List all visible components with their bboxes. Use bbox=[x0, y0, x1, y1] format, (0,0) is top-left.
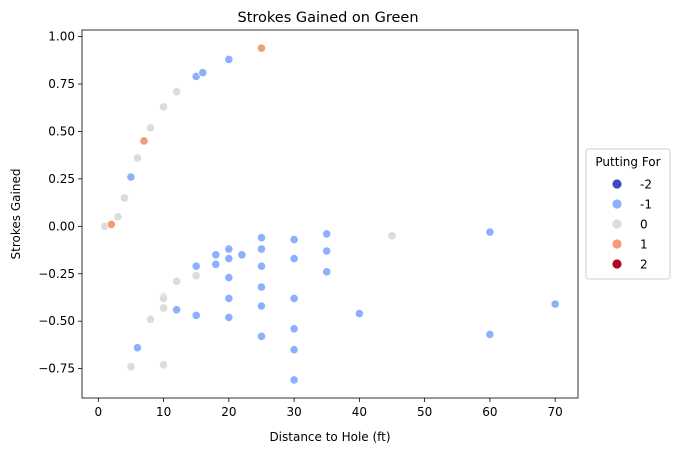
legend-marker bbox=[611, 258, 623, 270]
data-point-putting-for--1 bbox=[126, 172, 136, 182]
data-point-putting-for-1 bbox=[139, 136, 149, 146]
legend-entries: -2 -1 0 1 2 bbox=[611, 178, 652, 272]
legend-label: 1 bbox=[640, 238, 648, 252]
data-point-putting-for-0 bbox=[132, 153, 143, 163]
legend-title: Putting For bbox=[595, 155, 660, 169]
data-point-putting-for-0 bbox=[119, 193, 130, 203]
data-point-putting-for--1 bbox=[211, 259, 221, 269]
data-point-putting-for-0 bbox=[113, 212, 123, 222]
x-axis-title: Distance to Hole (ft) bbox=[269, 430, 390, 444]
data-point-putting-for--1 bbox=[224, 312, 234, 322]
data-point-putting-for--1 bbox=[256, 331, 267, 341]
y-tick-label: 0.00 bbox=[48, 219, 75, 233]
data-point-putting-for--1 bbox=[224, 293, 234, 304]
x-tick-label: 60 bbox=[482, 405, 497, 419]
data-point-putting-for--1 bbox=[256, 233, 267, 243]
data-point-putting-for--1 bbox=[322, 229, 332, 239]
data-point-putting-for--1 bbox=[172, 305, 182, 315]
data-point-putting-for--1 bbox=[198, 68, 208, 78]
data-point-putting-for-0 bbox=[172, 276, 182, 286]
data-point-putting-for--1 bbox=[289, 253, 299, 264]
data-point-putting-for--1 bbox=[354, 308, 364, 319]
data-point-putting-for-0 bbox=[145, 314, 156, 324]
data-point-putting-for--1 bbox=[256, 261, 267, 271]
data-point-putting-for--1 bbox=[322, 267, 332, 277]
x-tick-label: 70 bbox=[548, 405, 563, 419]
plot-area bbox=[81, 29, 579, 399]
data-point-putting-for--1 bbox=[224, 272, 234, 283]
data-point-putting-for--1 bbox=[485, 227, 495, 237]
data-point-putting-for--1 bbox=[191, 261, 201, 271]
data-point-putting-for--1 bbox=[322, 246, 332, 256]
data-point-putting-for-1 bbox=[106, 219, 116, 230]
data-point-putting-for--1 bbox=[237, 250, 247, 260]
legend-box bbox=[585, 148, 671, 280]
data-point-putting-for--1 bbox=[550, 299, 560, 309]
data-point-putting-for--1 bbox=[132, 343, 143, 353]
x-tick-label: 40 bbox=[352, 405, 367, 419]
data-point-putting-for--1 bbox=[224, 244, 234, 254]
legend-label: 0 bbox=[640, 218, 648, 232]
x-axis-ticks: 0 10 20 30 40 50 60 70 bbox=[94, 398, 563, 419]
data-point-putting-for-0 bbox=[387, 231, 397, 241]
y-tick-label: −0.75 bbox=[38, 362, 75, 376]
data-point-putting-for-0 bbox=[158, 293, 169, 304]
data-point-putting-for--1 bbox=[224, 54, 234, 65]
data-point-putting-for-0 bbox=[191, 271, 201, 281]
data-point-putting-for--1 bbox=[191, 310, 201, 321]
legend-marker bbox=[611, 178, 623, 190]
x-tick-label: 0 bbox=[94, 405, 102, 419]
chart-title: Strokes Gained on Green bbox=[237, 10, 418, 26]
y-tick-label: 1.00 bbox=[48, 30, 75, 44]
x-tick-label: 50 bbox=[417, 405, 432, 419]
y-tick-label: −0.50 bbox=[38, 314, 75, 328]
data-point-putting-for--1 bbox=[289, 345, 299, 355]
data-point-putting-for--1 bbox=[289, 235, 299, 245]
y-tick-label: 0.50 bbox=[48, 124, 75, 138]
data-point-putting-for-0 bbox=[126, 362, 136, 372]
legend: Putting For -2 -1 0 1 2 bbox=[585, 148, 671, 280]
data-point-putting-for--1 bbox=[289, 293, 299, 304]
data-point-putting-for--1 bbox=[289, 375, 299, 385]
data-point-putting-for-0 bbox=[158, 360, 169, 370]
legend-label: -1 bbox=[640, 198, 652, 212]
data-point-putting-for-0 bbox=[172, 87, 182, 97]
data-point-putting-for-0 bbox=[145, 123, 156, 133]
y-tick-label: 0.75 bbox=[48, 77, 75, 91]
y-axis-title: Strokes Gained bbox=[9, 169, 23, 260]
y-tick-label: −0.25 bbox=[38, 267, 75, 281]
legend-marker bbox=[611, 218, 623, 230]
data-point-putting-for--1 bbox=[289, 324, 299, 334]
legend-label: -2 bbox=[640, 178, 652, 192]
x-tick-label: 10 bbox=[156, 405, 171, 419]
data-points bbox=[100, 43, 560, 385]
x-tick-label: 20 bbox=[221, 405, 236, 419]
x-tick-label: 30 bbox=[286, 405, 301, 419]
legend-label: 2 bbox=[640, 258, 648, 272]
legend-marker bbox=[611, 198, 623, 210]
data-point-putting-for-1 bbox=[256, 43, 267, 53]
data-point-putting-for--1 bbox=[256, 244, 267, 254]
y-tick-label: 0.25 bbox=[48, 172, 75, 186]
data-point-putting-for--1 bbox=[485, 329, 495, 340]
data-point-putting-for--1 bbox=[211, 250, 221, 260]
legend-marker bbox=[611, 238, 623, 250]
data-point-putting-for--1 bbox=[256, 282, 267, 292]
y-axis-ticks: −0.75 −0.50 −0.25 0.00 0.25 0.50 0.75 1.00 bbox=[38, 30, 82, 376]
data-point-putting-for--1 bbox=[256, 301, 267, 311]
data-point-putting-for-0 bbox=[158, 102, 169, 112]
data-point-putting-for-0 bbox=[158, 303, 169, 313]
data-point-putting-for--1 bbox=[224, 253, 234, 264]
